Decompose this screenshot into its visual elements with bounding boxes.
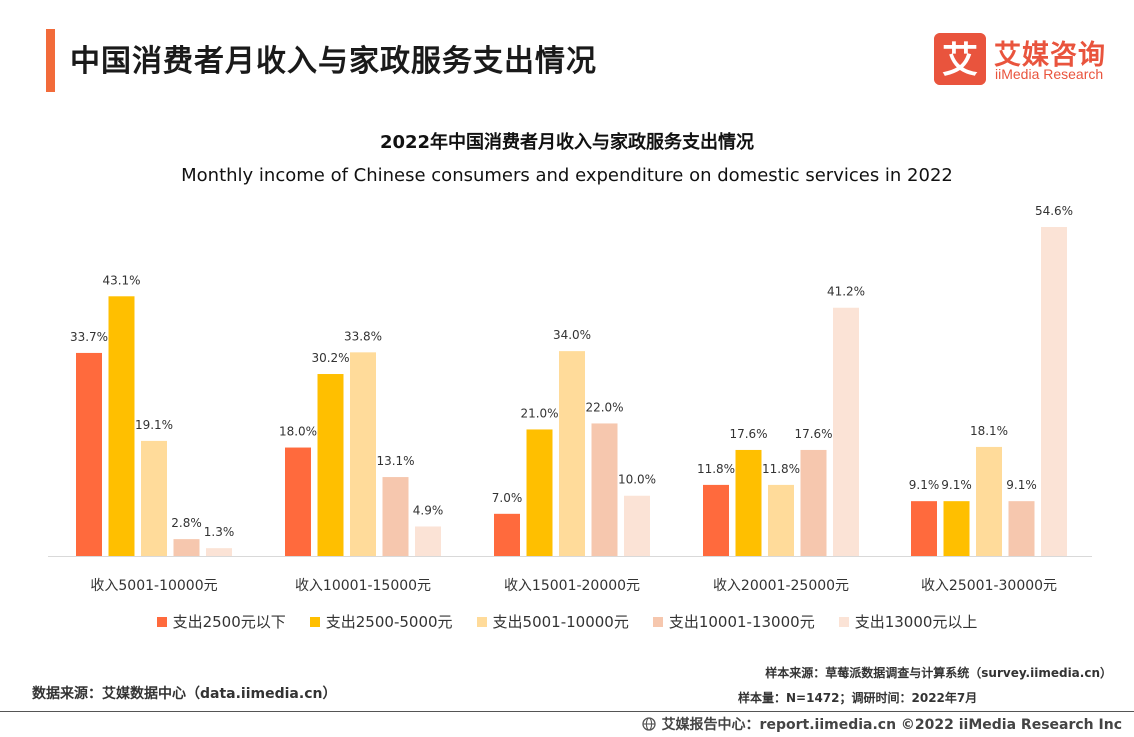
- data-label: 22.0%: [585, 400, 623, 414]
- bar: [317, 374, 344, 556]
- legend-label: 支出13000元以上: [854, 613, 978, 631]
- data-source: 数据来源：艾媒数据中心（data.iimedia.cn）: [32, 686, 337, 702]
- chart-subtitle: Monthly income of Chinese consumers and …: [181, 165, 953, 186]
- bar: [76, 352, 102, 556]
- bar: [800, 449, 827, 556]
- bar: [833, 307, 859, 556]
- bar: [911, 501, 937, 556]
- category-label: 收入5001-10000元: [90, 578, 217, 594]
- footer-text: 艾媒报告中心：report.iimedia.cn ©2022 iiMedia R…: [661, 717, 1122, 733]
- legend-swatch: [838, 616, 849, 627]
- legend-swatch: [652, 616, 663, 627]
- bar: [976, 446, 1002, 556]
- category-label: 收入10001-15000元: [295, 578, 431, 594]
- iimedia-logo: 艾 艾媒咨询 iiMedia Research: [934, 33, 1124, 89]
- data-label: 11.8%: [697, 462, 735, 476]
- logo-name-cn: 艾媒咨询: [994, 40, 1106, 71]
- legend-swatch: [156, 616, 167, 627]
- bar: [526, 429, 553, 556]
- footer-divider: [0, 711, 1134, 712]
- bar-chart: 33.7% 43.1% 19.1% 2.8%1.3% 收入5001-10000元 18.0…: [48, 204, 1092, 594]
- data-label: 30.2%: [311, 351, 349, 365]
- bar: [943, 501, 970, 556]
- data-label: 2.8%: [171, 516, 202, 530]
- bar: [206, 548, 232, 556]
- category-label: 收入15001-20000元: [504, 578, 640, 594]
- bar: [768, 484, 794, 556]
- bar: [624, 495, 650, 556]
- data-label: 10.0%: [618, 473, 656, 487]
- bar: [559, 351, 585, 556]
- data-label: 9.1%: [1006, 478, 1037, 492]
- bar: [108, 296, 135, 556]
- legend-swatch: [476, 616, 487, 627]
- data-label: 9.1%: [941, 478, 972, 492]
- legend-label: 支出2500-5000元: [325, 613, 453, 631]
- bar: [415, 526, 441, 556]
- logo-mark-char: 艾: [942, 40, 978, 81]
- sample-source: 样本来源：草莓派数据调查与计算系统（survey.iimedia.cn）: [765, 666, 1112, 680]
- bar: [494, 513, 520, 556]
- chart-legend: 支出2500元以下 支出2500-5000元 支出5001-10000元 支出1000…: [0, 611, 1134, 632]
- data-label: 54.6%: [1035, 204, 1073, 218]
- data-label: 17.6%: [729, 427, 767, 441]
- footer: 艾媒报告中心：report.iimedia.cn ©2022 iiMedia R…: [641, 714, 1122, 734]
- logo-name-en: iiMedia Research: [995, 66, 1104, 82]
- chart-title: 2022年中国消费者月收入与家政服务支出情况: [379, 132, 755, 153]
- legend-item: 支出5001-10000元: [476, 611, 629, 632]
- data-label: 4.9%: [413, 503, 444, 517]
- bar: [703, 484, 729, 556]
- bar: [1008, 501, 1035, 556]
- legend-swatch: [309, 616, 320, 627]
- sample-size: 样本量：N=1472；调研时间：2022年7月: [738, 691, 978, 705]
- legend-item: 支出13000元以上: [838, 611, 978, 632]
- data-label: 17.6%: [794, 427, 832, 441]
- data-label: 41.2%: [827, 285, 865, 299]
- page-title: 中国消费者月收入与家政服务支出情况: [70, 44, 597, 79]
- logo-mark-icon: 艾: [934, 33, 986, 85]
- data-label: 33.7%: [70, 330, 108, 344]
- legend-label: 支出10001-13000元: [668, 613, 815, 631]
- data-label: 7.0%: [492, 491, 523, 505]
- legend-label: 支出5001-10000元: [492, 613, 629, 631]
- data-label: 18.1%: [970, 424, 1008, 438]
- title-accent-bar: [46, 29, 55, 92]
- data-label: 34.0%: [553, 328, 591, 342]
- data-label: 43.1%: [102, 273, 140, 287]
- bar: [382, 477, 409, 556]
- data-label: 18.0%: [279, 425, 317, 439]
- bar: [285, 447, 311, 556]
- bar: [350, 352, 376, 556]
- data-label: 21.0%: [520, 406, 558, 420]
- data-label: 9.1%: [909, 478, 940, 492]
- bar: [173, 539, 200, 556]
- legend-item: 支出2500元以下: [156, 611, 286, 632]
- category-label: 收入20001-25000元: [713, 578, 849, 594]
- globe-icon: [641, 717, 656, 731]
- data-label: 11.8%: [762, 462, 800, 476]
- data-label: 33.8%: [344, 329, 382, 343]
- bar: [141, 440, 167, 556]
- bar: [735, 449, 762, 556]
- legend-label: 支出2500元以下: [172, 613, 286, 631]
- legend-item: 支出2500-5000元: [309, 611, 453, 632]
- data-label: 1.3%: [204, 525, 235, 539]
- legend-item: 支出10001-13000元: [652, 611, 815, 632]
- bar: [1041, 227, 1067, 556]
- data-label: 19.1%: [135, 418, 173, 432]
- bar: [591, 423, 618, 556]
- category-label: 收入25001-30000元: [921, 578, 1057, 594]
- data-label: 13.1%: [376, 454, 414, 468]
